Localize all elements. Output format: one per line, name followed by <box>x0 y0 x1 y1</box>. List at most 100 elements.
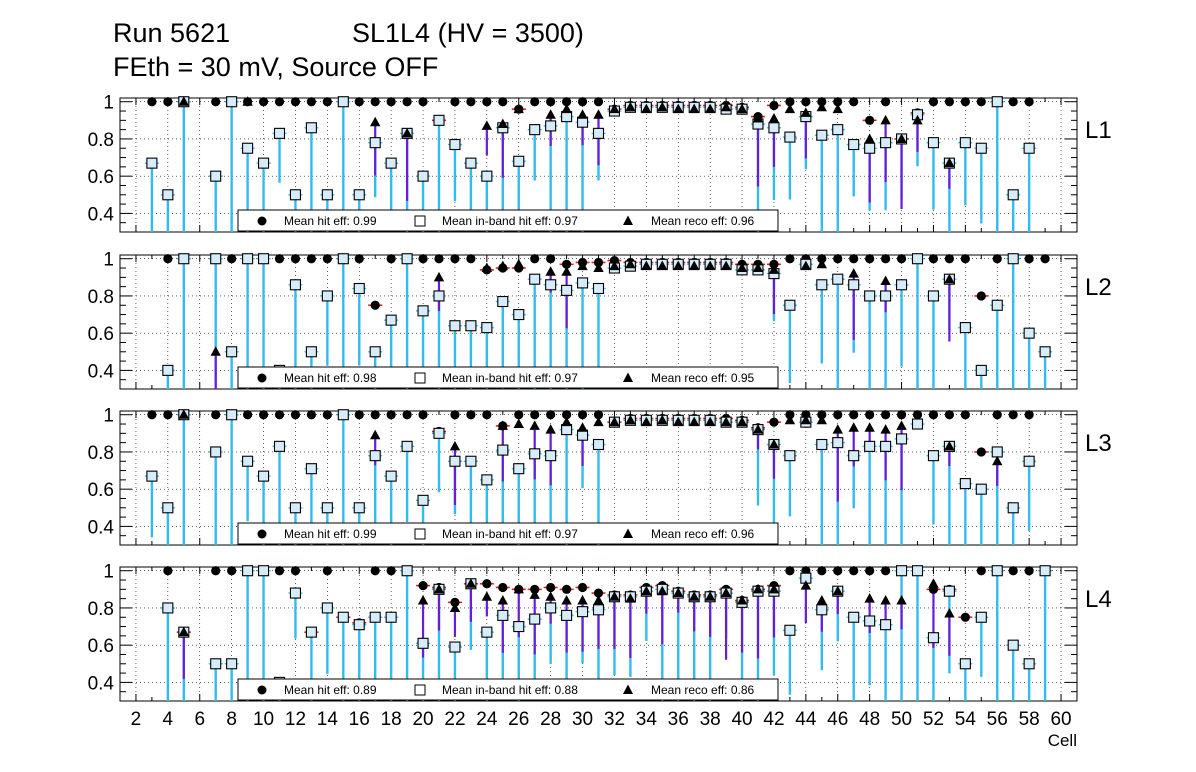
inband-eff-marker <box>864 290 876 302</box>
y-tick-label: 0.8 <box>88 130 114 151</box>
hit-eff-marker <box>769 100 779 111</box>
reco-eff-marker <box>641 260 652 271</box>
legend-inband-marker <box>414 528 426 540</box>
inband-eff-marker <box>927 290 940 302</box>
inband-eff-marker <box>449 641 461 653</box>
conditions-title: FEth = 30 mV, Source OFF <box>113 52 439 82</box>
reco-eff-marker <box>593 262 604 273</box>
inband-eff-marker <box>975 611 987 623</box>
inband-eff-marker <box>449 455 461 467</box>
hit-eff-marker <box>498 582 508 593</box>
x-tick-label: 8 <box>226 709 237 730</box>
reco-eff-marker <box>673 416 684 427</box>
reco-eff-marker <box>880 595 891 605</box>
inband-eff-marker <box>529 124 541 136</box>
hit-eff-marker <box>450 597 460 607</box>
inband-eff-marker <box>592 127 605 139</box>
reco-eff-marker <box>768 112 780 123</box>
legend-hit-marker <box>257 216 267 226</box>
reco-eff-marker <box>210 346 221 356</box>
reco-eff-marker <box>880 424 891 434</box>
x-tick-label: 28 <box>540 709 561 730</box>
y-tick-label: 0.4 <box>88 517 115 538</box>
panel-l3: 0.4 0.6 0.8 1 L3 Mean hit eff: 0.99 Mean in-ba… <box>88 406 1112 546</box>
y-tick-label: 0.6 <box>88 167 114 188</box>
hit-eff-marker <box>163 410 173 420</box>
reco-eff-marker <box>816 595 827 605</box>
hit-eff-marker <box>833 566 843 576</box>
reco-eff-marker <box>545 591 556 601</box>
y-tick-label: 0.6 <box>88 636 114 657</box>
hit-eff-marker <box>370 410 380 420</box>
legend-inband-marker <box>414 684 426 696</box>
reco-eff-marker <box>752 262 764 273</box>
legend-box <box>237 678 779 701</box>
x-axis-label: Cell <box>1048 731 1077 750</box>
inband-eff-marker <box>146 470 158 482</box>
x-tick-label: 14 <box>317 709 339 730</box>
inband-eff-marker <box>465 455 477 467</box>
reco-eff-marker <box>561 595 572 605</box>
inband-eff-marker <box>305 463 317 475</box>
hit-eff-marker <box>370 566 380 576</box>
hit-eff-marker <box>817 97 827 107</box>
inband-eff-marker <box>545 279 557 291</box>
inband-eff-marker <box>321 602 333 614</box>
reco-eff-marker <box>928 578 939 588</box>
inband-eff-marker <box>337 96 349 108</box>
inband-eff-marker <box>273 127 286 139</box>
inband-eff-marker <box>257 565 270 577</box>
inband-eff-marker <box>353 189 365 201</box>
inband-eff-marker <box>1007 253 1019 265</box>
inband-eff-marker <box>385 157 397 169</box>
reco-eff-marker <box>912 114 923 125</box>
legend-inband-marker <box>414 372 426 384</box>
hit-eff-marker <box>258 97 269 107</box>
hit-eff-marker <box>562 410 572 420</box>
hit-eff-marker <box>896 410 907 420</box>
inband-eff-marker <box>289 502 302 514</box>
hit-eff-marker <box>1008 566 1018 576</box>
inband-eff-marker <box>513 463 525 475</box>
hit-eff-marker <box>322 410 332 420</box>
hit-eff-marker <box>960 410 970 420</box>
inband-eff-marker <box>864 142 876 154</box>
legend: Mean hit eff: 0.89 Mean in-band hit eff: … <box>237 678 779 701</box>
inband-eff-marker <box>417 305 429 317</box>
hit-eff-marker <box>593 588 604 598</box>
inband-eff-marker <box>305 626 317 638</box>
legend-box <box>237 209 779 232</box>
inband-eff-marker <box>433 427 445 439</box>
inband-eff-marker <box>513 309 525 321</box>
reco-eff-marker <box>832 424 843 434</box>
inband-eff-marker <box>832 437 844 449</box>
hit-eff-marker <box>928 97 939 107</box>
x-tick-label: 4 <box>163 709 174 730</box>
reco-eff-marker <box>178 96 189 106</box>
hit-eff-marker <box>1024 410 1034 420</box>
legend-inband-text: Mean in-band hit eff: 0.88 <box>442 683 578 697</box>
inband-eff-marker <box>289 587 302 599</box>
reco-eff-marker <box>768 439 780 449</box>
reco-eff-marker <box>736 416 748 427</box>
hit-eff-marker <box>546 254 556 264</box>
reco-eff-marker <box>593 109 604 119</box>
reco-eff-marker <box>689 260 700 271</box>
reco-eff-marker <box>848 422 859 432</box>
reco-eff-marker <box>481 262 493 273</box>
inband-eff-marker <box>369 450 381 462</box>
reco-eff-marker <box>768 264 780 274</box>
reco-eff-marker <box>673 587 684 598</box>
hit-eff-marker <box>211 410 221 420</box>
x-tick-label: 56 <box>987 709 1008 730</box>
reco-eff-marker <box>704 260 716 271</box>
inband-eff-marker <box>911 565 924 577</box>
reco-eff-marker <box>178 409 189 419</box>
inband-eff-marker <box>162 364 174 376</box>
reco-eff-marker <box>433 271 445 282</box>
hit-eff-marker <box>306 254 316 264</box>
hit-eff-marker <box>865 254 875 264</box>
hit-eff-marker <box>881 97 891 107</box>
reco-eff-marker <box>800 107 812 117</box>
hit-eff-marker <box>577 97 588 107</box>
